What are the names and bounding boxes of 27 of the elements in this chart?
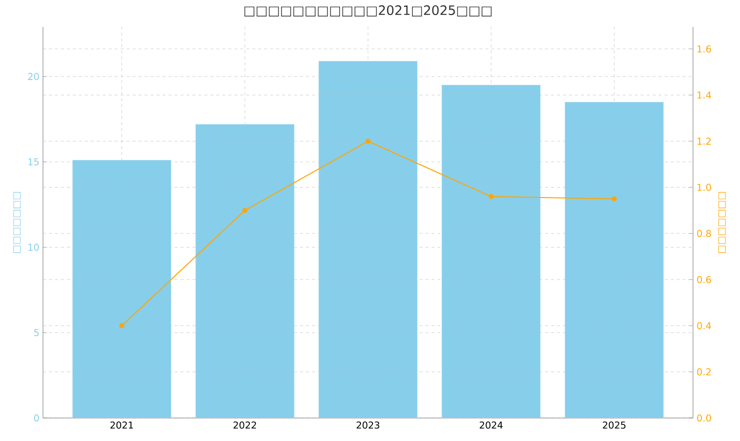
y2-tick-label: 0.0 <box>697 414 711 422</box>
y-axis-title: □□□□□□□ <box>13 192 21 253</box>
point <box>242 208 248 213</box>
y2-tick-label: 0.8 <box>697 230 711 238</box>
point <box>366 138 370 144</box>
y2-tick-label: 0.6 <box>697 276 711 284</box>
point <box>612 196 617 202</box>
y2-tick-label: 1.2 <box>698 138 711 145</box>
y2-tick-label: 1.4 <box>698 92 712 98</box>
x-tick-label: 2021 <box>110 422 133 429</box>
point <box>119 323 124 328</box>
y2-axis-title: □□□□□□□ <box>718 192 726 253</box>
chart-title: □□□□□□□□□□□2021□2025□□□ <box>244 5 492 16</box>
y-tick-label: 15 <box>28 158 39 166</box>
y-tick-label: 0 <box>34 414 39 422</box>
x-tick-label: 2023 <box>356 422 380 429</box>
y2-tick-label: 1.6 <box>698 45 711 52</box>
point <box>488 194 494 200</box>
x-tick-label: 2025 <box>602 422 626 429</box>
y2-tick-label: 0.4 <box>697 322 712 330</box>
x-tick-label: 2022 <box>234 422 256 429</box>
y-tick-label: 10 <box>28 244 39 251</box>
y2-tick-label: 0.2 <box>697 368 711 376</box>
y-tick-label: 20 <box>28 72 39 80</box>
y2-tick-label: 1.0 <box>698 184 711 191</box>
y-tick-label: 5 <box>34 329 39 336</box>
x-tick-label: 2024 <box>480 422 503 429</box>
